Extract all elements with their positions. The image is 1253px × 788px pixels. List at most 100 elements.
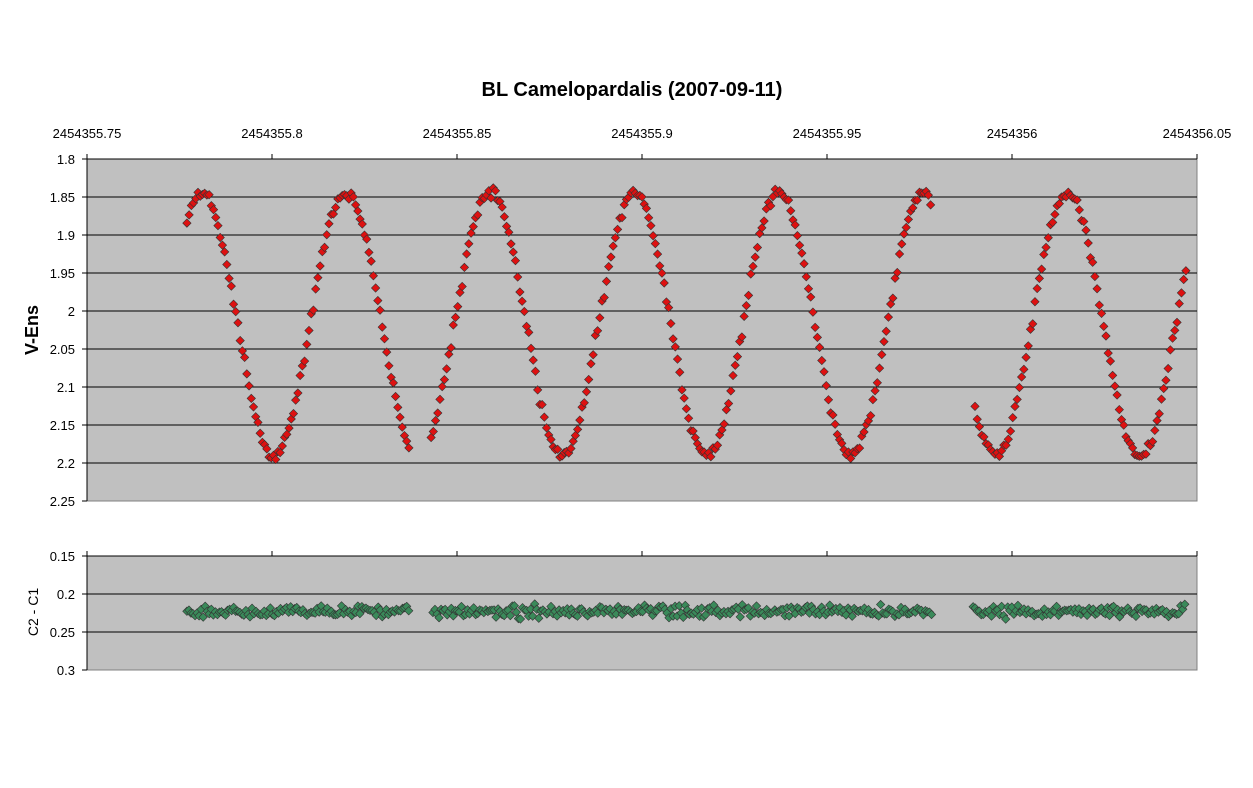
data-point <box>486 193 496 203</box>
data-point <box>739 311 749 321</box>
data-point <box>644 213 654 223</box>
data-point <box>397 422 407 432</box>
y-tick-label: 2.1 <box>57 380 75 395</box>
data-point <box>841 610 851 620</box>
data-point <box>723 398 734 409</box>
data-point <box>1023 341 1033 351</box>
data-point <box>866 411 876 421</box>
data-point <box>1156 394 1167 404</box>
data-point <box>997 446 1007 456</box>
data-point <box>1159 383 1169 394</box>
data-point <box>253 417 263 427</box>
data-point <box>892 267 902 278</box>
data-point <box>737 332 747 342</box>
data-point <box>299 356 310 366</box>
data-point <box>972 414 982 424</box>
data-point <box>1010 401 1020 412</box>
data-point <box>730 360 740 370</box>
data-point <box>814 342 825 352</box>
data-point <box>812 332 823 343</box>
data-point <box>393 402 403 412</box>
data-point <box>870 386 880 396</box>
data-point <box>437 382 447 392</box>
data-point <box>288 408 299 419</box>
data-point <box>1127 443 1138 453</box>
data-point <box>1181 266 1191 276</box>
data-point <box>348 192 359 202</box>
data-point <box>526 604 536 614</box>
data-point <box>897 239 907 249</box>
data-point <box>366 256 376 266</box>
data-point <box>1079 216 1089 227</box>
data-point <box>1180 599 1190 609</box>
data-point <box>741 301 751 311</box>
data-point <box>515 614 526 624</box>
data-point <box>677 385 687 395</box>
data-point <box>881 326 891 336</box>
data-point <box>355 609 365 619</box>
data-point <box>719 419 729 429</box>
x-tick-label: 2454356.05 <box>1163 126 1232 141</box>
data-point <box>1179 274 1189 285</box>
data-point <box>672 354 683 364</box>
data-point <box>783 195 794 205</box>
data-point <box>1101 331 1111 341</box>
data-point <box>1050 209 1060 220</box>
data-point <box>572 424 583 435</box>
data-point <box>592 326 603 336</box>
data-point <box>746 269 756 279</box>
data-point <box>1012 394 1022 405</box>
data-point <box>284 423 294 433</box>
data-point <box>828 410 838 420</box>
data-point <box>766 201 776 211</box>
y-tick-label: 1.8 <box>57 152 75 167</box>
data-point <box>823 395 834 405</box>
data-point <box>322 230 332 240</box>
data-point <box>1014 382 1025 393</box>
data-point <box>439 374 450 385</box>
data-point <box>453 302 463 312</box>
data-point <box>1088 257 1098 267</box>
data-point <box>213 220 223 231</box>
data-point <box>668 334 678 344</box>
data-point <box>1110 381 1120 391</box>
series-points-2 <box>182 599 1190 624</box>
y-tick-label: 2.15 <box>50 418 75 433</box>
data-point <box>568 436 578 446</box>
data-point <box>650 239 660 249</box>
data-point <box>375 305 385 315</box>
data-point <box>534 613 544 623</box>
data-point <box>246 393 256 404</box>
y-tick-label: 0.15 <box>50 549 75 564</box>
data-point <box>681 404 692 414</box>
data-point <box>874 363 885 373</box>
data-point <box>903 214 914 225</box>
data-point <box>224 273 234 283</box>
data-point <box>464 239 474 249</box>
data-point <box>459 262 470 273</box>
data-point <box>1105 356 1116 366</box>
data-point <box>324 219 334 229</box>
data-point <box>925 200 936 210</box>
data-point <box>1172 317 1182 328</box>
data-point <box>295 370 305 381</box>
data-point <box>666 318 676 329</box>
data-point <box>1028 319 1038 329</box>
data-point <box>1131 611 1141 622</box>
data-point <box>528 355 538 365</box>
data-point <box>1008 413 1018 423</box>
series-points-1 <box>182 183 1191 465</box>
data-point <box>293 388 303 398</box>
data-point <box>877 349 887 360</box>
data-point <box>1152 415 1162 426</box>
data-point <box>1054 199 1064 209</box>
data-point <box>1104 610 1115 621</box>
data-point <box>364 247 374 257</box>
data-point <box>468 222 478 232</box>
x-tick-label: 2454355.85 <box>423 126 492 141</box>
data-point <box>586 359 596 369</box>
x-tick-label: 2454356 <box>987 126 1038 141</box>
data-point <box>819 367 829 377</box>
data-point <box>1013 600 1023 610</box>
data-point <box>801 272 811 282</box>
